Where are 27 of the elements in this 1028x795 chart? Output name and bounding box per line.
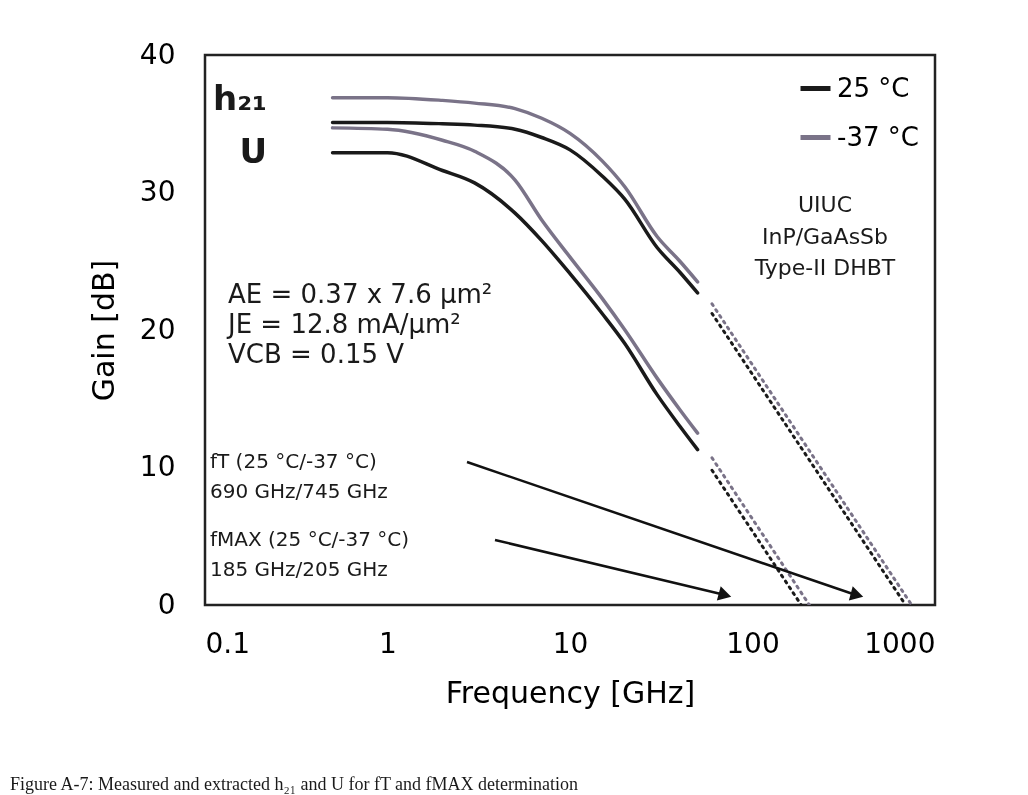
annotation: fMAX (25 °C/-37 °C) — [210, 527, 410, 551]
text: Figure A-7: Measured and extracted h₂₁ and U for fT and fMAX determination — [10, 774, 579, 794]
x-tick-label: 10 — [552, 626, 589, 660]
y-tick-label: 20 — [139, 312, 176, 346]
annotation: 185 GHz/205 GHz — [210, 557, 388, 581]
y-axis-title: Gain [dB] — [85, 259, 121, 402]
annotation: InP/GaAsSb — [761, 224, 889, 249]
annotation: AE = 0.37 x 7.6 µm² — [228, 279, 493, 309]
x-tick-label: 0.1 — [205, 626, 251, 660]
annotation: h₂₁ — [213, 78, 267, 118]
y-tick-label: 10 — [139, 450, 176, 483]
annotation: Type-II DHBT — [753, 255, 896, 280]
x-axis-title: Frequency [GHz] — [445, 674, 696, 710]
annotation: U — [239, 131, 267, 171]
y-tick-label: 0 — [157, 587, 176, 621]
x-tick-label: 1000 — [864, 626, 936, 660]
legend-label: -37 °C — [837, 121, 919, 152]
annotation: UIUC — [797, 192, 853, 217]
annotation: fT (25 °C/-37 °C) — [210, 449, 377, 473]
y-tick-label: 40 — [139, 37, 176, 71]
y-tick-label: 30 — [139, 175, 176, 208]
annotation: JE = 12.8 mA/µm² — [226, 309, 461, 339]
legend-label: 25 °C — [837, 72, 910, 103]
annotation: VCB = 0.15 V — [228, 339, 405, 369]
annotation: 690 GHz/745 GHz — [210, 479, 388, 503]
x-tick-label: 1 — [379, 626, 397, 660]
x-tick-label: 100 — [726, 626, 780, 660]
